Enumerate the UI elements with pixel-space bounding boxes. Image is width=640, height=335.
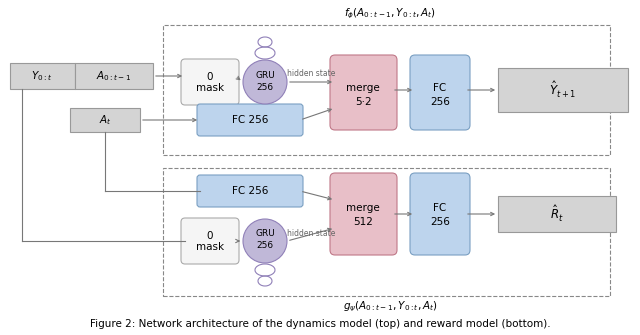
Text: GRU: GRU	[255, 229, 275, 239]
FancyBboxPatch shape	[330, 173, 397, 255]
Text: 0: 0	[207, 72, 213, 82]
Text: 512: 512	[353, 217, 373, 227]
FancyBboxPatch shape	[181, 59, 239, 105]
FancyBboxPatch shape	[181, 218, 239, 264]
FancyBboxPatch shape	[410, 173, 470, 255]
Text: FC 256: FC 256	[232, 115, 268, 125]
Bar	[75, 63, 153, 89]
Bar	[10, 63, 75, 89]
FancyBboxPatch shape	[410, 55, 470, 130]
Bar	[498, 196, 616, 232]
Text: 256: 256	[430, 217, 450, 227]
Bar	[163, 168, 610, 296]
Bar	[163, 25, 610, 155]
Ellipse shape	[243, 60, 287, 104]
Text: 0: 0	[207, 231, 213, 241]
Text: FC: FC	[433, 203, 447, 213]
Text: $A_t$: $A_t$	[99, 113, 111, 127]
Text: FC 256: FC 256	[232, 186, 268, 196]
Text: $\hat{R}_t$: $\hat{R}_t$	[550, 204, 564, 224]
Text: merge: merge	[346, 203, 380, 213]
FancyBboxPatch shape	[197, 175, 303, 207]
Text: 256: 256	[430, 97, 450, 107]
FancyBboxPatch shape	[197, 104, 303, 136]
Text: $g_{\psi}(A_{0:t-1}, Y_{0:t}, A_t)$: $g_{\psi}(A_{0:t-1}, Y_{0:t}, A_t)$	[342, 300, 437, 314]
Ellipse shape	[243, 219, 287, 263]
Text: mask: mask	[196, 83, 224, 93]
Text: 256: 256	[257, 82, 273, 91]
Text: hidden state: hidden state	[287, 228, 335, 238]
Text: $Y_{0:t}$: $Y_{0:t}$	[31, 69, 52, 83]
Text: hidden state: hidden state	[287, 69, 335, 78]
Bar	[70, 108, 140, 132]
Text: $\hat{Y}_{t+1}$: $\hat{Y}_{t+1}$	[550, 80, 577, 100]
Text: $f_{\phi}(A_{0:t-1}, Y_{0:t}, A_t)$: $f_{\phi}(A_{0:t-1}, Y_{0:t}, A_t)$	[344, 7, 436, 21]
Text: $A_{0:t-1}$: $A_{0:t-1}$	[97, 69, 132, 83]
Text: 256: 256	[257, 242, 273, 251]
Bar	[498, 68, 628, 112]
Text: merge: merge	[346, 83, 380, 93]
Text: GRU: GRU	[255, 70, 275, 79]
Text: mask: mask	[196, 242, 224, 252]
Text: FC: FC	[433, 83, 447, 93]
Text: 5·2: 5·2	[355, 97, 371, 107]
FancyBboxPatch shape	[330, 55, 397, 130]
Text: Figure 2: Network architecture of the dynamics model (top) and reward model (bot: Figure 2: Network architecture of the dy…	[90, 319, 550, 329]
